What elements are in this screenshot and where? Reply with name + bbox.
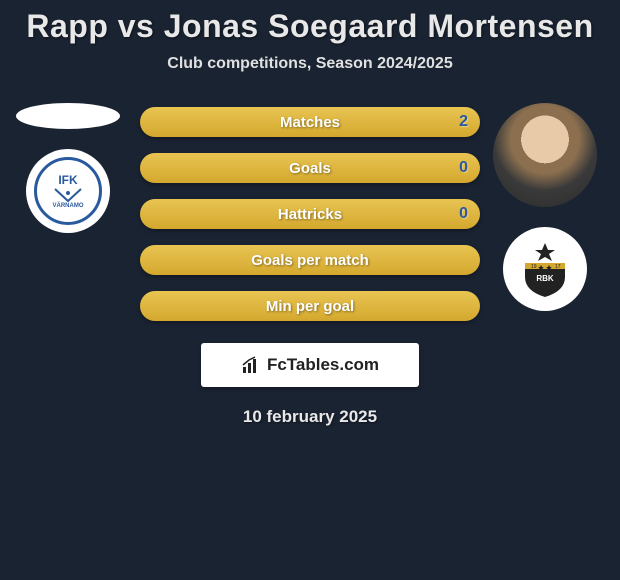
date-text: 10 february 2025 (0, 407, 620, 427)
brand-chart-icon (241, 355, 261, 375)
left-player-column: IFK VÄRNAMO (8, 103, 128, 233)
club-badge-right: RBK 19 17 (503, 227, 587, 311)
stat-row-hattricks: Hattricks 0 (140, 199, 480, 229)
stat-label: Goals per match (251, 252, 369, 269)
stat-row-goals: Goals 0 (140, 153, 480, 183)
svg-text:RBK: RBK (536, 274, 554, 283)
svg-text:19: 19 (531, 264, 537, 270)
svg-text:17: 17 (555, 264, 561, 270)
stats-column: Matches 2 Goals 0 Hattricks 0 Goals per … (140, 103, 480, 321)
stat-value-right: 0 (459, 159, 468, 177)
brand-text: FcTables.com (267, 355, 379, 375)
player-left-avatar-placeholder (16, 103, 120, 129)
right-player-column: RBK 19 17 (490, 103, 600, 311)
player-right-avatar (493, 103, 597, 207)
stat-row-matches: Matches 2 (140, 107, 480, 137)
main-container: Rapp vs Jonas Soegaard Mortensen Club co… (0, 0, 620, 580)
club-left-text-top: IFK (58, 173, 77, 187)
stat-value-right: 0 (459, 205, 468, 223)
stat-label: Hattricks (278, 206, 342, 223)
brand-box[interactable]: FcTables.com (201, 343, 419, 387)
stat-value-right: 2 (459, 113, 468, 131)
stat-label: Matches (280, 114, 340, 131)
content-area: IFK VÄRNAMO RBK 19 (0, 103, 620, 427)
club-badge-left-inner: IFK VÄRNAMO (34, 157, 102, 225)
stat-row-min-per-goal: Min per goal (140, 291, 480, 321)
page-title: Rapp vs Jonas Soegaard Mortensen (0, 8, 620, 45)
club-badge-right-inner: RBK 19 17 (515, 239, 575, 299)
stat-label: Min per goal (266, 298, 354, 315)
club-badge-left: IFK VÄRNAMO (26, 149, 110, 233)
subtitle: Club competitions, Season 2024/2025 (0, 55, 620, 73)
club-left-emblem-icon (53, 187, 83, 203)
club-right-emblem-icon: RBK 19 17 (515, 239, 575, 299)
stat-label: Goals (289, 160, 331, 177)
club-left-text-bottom: VÄRNAMO (53, 203, 84, 209)
stat-row-goals-per-match: Goals per match (140, 245, 480, 275)
